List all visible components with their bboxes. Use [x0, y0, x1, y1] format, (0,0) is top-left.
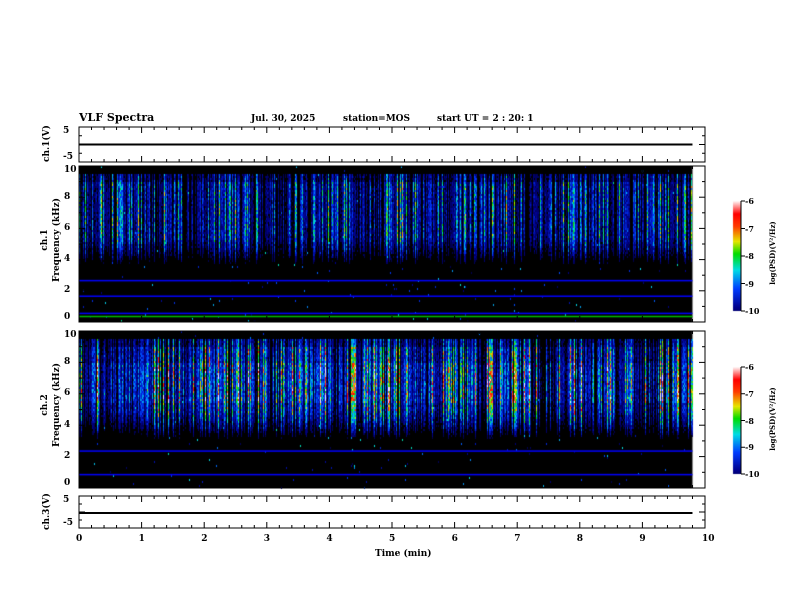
y-tick-label-ch2-spectrogram: 8 [64, 356, 71, 367]
x-tick-label: 4 [326, 534, 333, 544]
y-tick-label-ch1-spectrogram: 4 [64, 254, 71, 265]
chart-title: VLF Spectra [79, 111, 155, 124]
y-tick-label-ch2-spectrogram: 2 [64, 451, 71, 462]
start-time-label: start UT = 2 : 20: 1 [437, 114, 534, 124]
colorbar-tick-label: -10 [745, 306, 760, 316]
x-tick-label: 6 [451, 534, 458, 544]
x-axis-label: Time (min) [375, 549, 432, 559]
colorbar-tick-label: -8 [745, 415, 754, 426]
x-tick-label: 8 [576, 534, 584, 544]
y-tick-label-ch1-spectrogram: 0 [64, 312, 71, 322]
colorbar-tick-label: -7 [745, 388, 754, 399]
station-label: station=MOS [343, 114, 411, 124]
date-label: Jul. 30, 2025 [251, 114, 316, 124]
colorbar-tick-label: -9 [745, 442, 754, 453]
y-tick-label-ch1-spectrogram: 6 [64, 222, 71, 233]
y-tick-label-ch2-spectrogram: 10 [64, 330, 77, 340]
y-tick-label-ch1: -5 [63, 152, 73, 162]
colorbar-tick-label: -6 [745, 362, 754, 372]
y-tick-label-ch1-spectrogram: 8 [64, 191, 71, 202]
y-tick-label-ch3: -5 [63, 518, 73, 528]
x-tick-label: 10 [702, 534, 715, 544]
ch2-spec-ylabel-ch: ch.2 [40, 394, 50, 416]
x-tick-label: 3 [263, 534, 271, 544]
colorbar-tick-label: -10 [745, 469, 760, 479]
panel-frame [78, 330, 706, 489]
colorbar-tick-label: -6 [745, 196, 754, 206]
colorbar2-label: log(PSD)(V²/Hz) [768, 387, 777, 451]
y-tick-label-ch3: 5 [63, 495, 70, 505]
colorbar1-label: log(PSD)(V²/Hz) [768, 221, 777, 285]
x-tick-label: 1 [138, 534, 145, 544]
x-tick-label: 0 [76, 534, 83, 544]
y-tick-label-ch1-spectrogram: 10 [64, 165, 77, 175]
colorbar-tick-label: -7 [745, 223, 754, 234]
x-tick-label: 9 [639, 534, 646, 544]
y-tick-label-ch2-spectrogram: 4 [64, 419, 71, 430]
colorbar-tick-label: -8 [745, 251, 754, 261]
y-tick-label-ch1: 5 [63, 126, 70, 136]
x-tick-label: 2 [201, 534, 208, 544]
ch1-ylabel: ch.1(V) [42, 125, 52, 162]
y-tick-label-ch2-spectrogram: 0 [64, 478, 71, 488]
panel-frame [78, 165, 706, 323]
colorbar-tick-label: -9 [745, 278, 754, 289]
x-tick-label: 7 [514, 534, 521, 544]
y-tick-label-ch1-spectrogram: 2 [64, 285, 71, 296]
ch1-spec-ylabel-freq: Frequency (kHz) [52, 198, 62, 283]
ch1-spec-ylabel-ch: ch.1 [40, 229, 50, 251]
ch3-ylabel: ch.3(V) [42, 493, 52, 530]
x-tick-label: 5 [389, 534, 396, 544]
y-tick-label-ch2-spectrogram: 6 [64, 388, 71, 399]
ch2-spec-ylabel-freq: Frequency (kHz) [52, 363, 62, 448]
